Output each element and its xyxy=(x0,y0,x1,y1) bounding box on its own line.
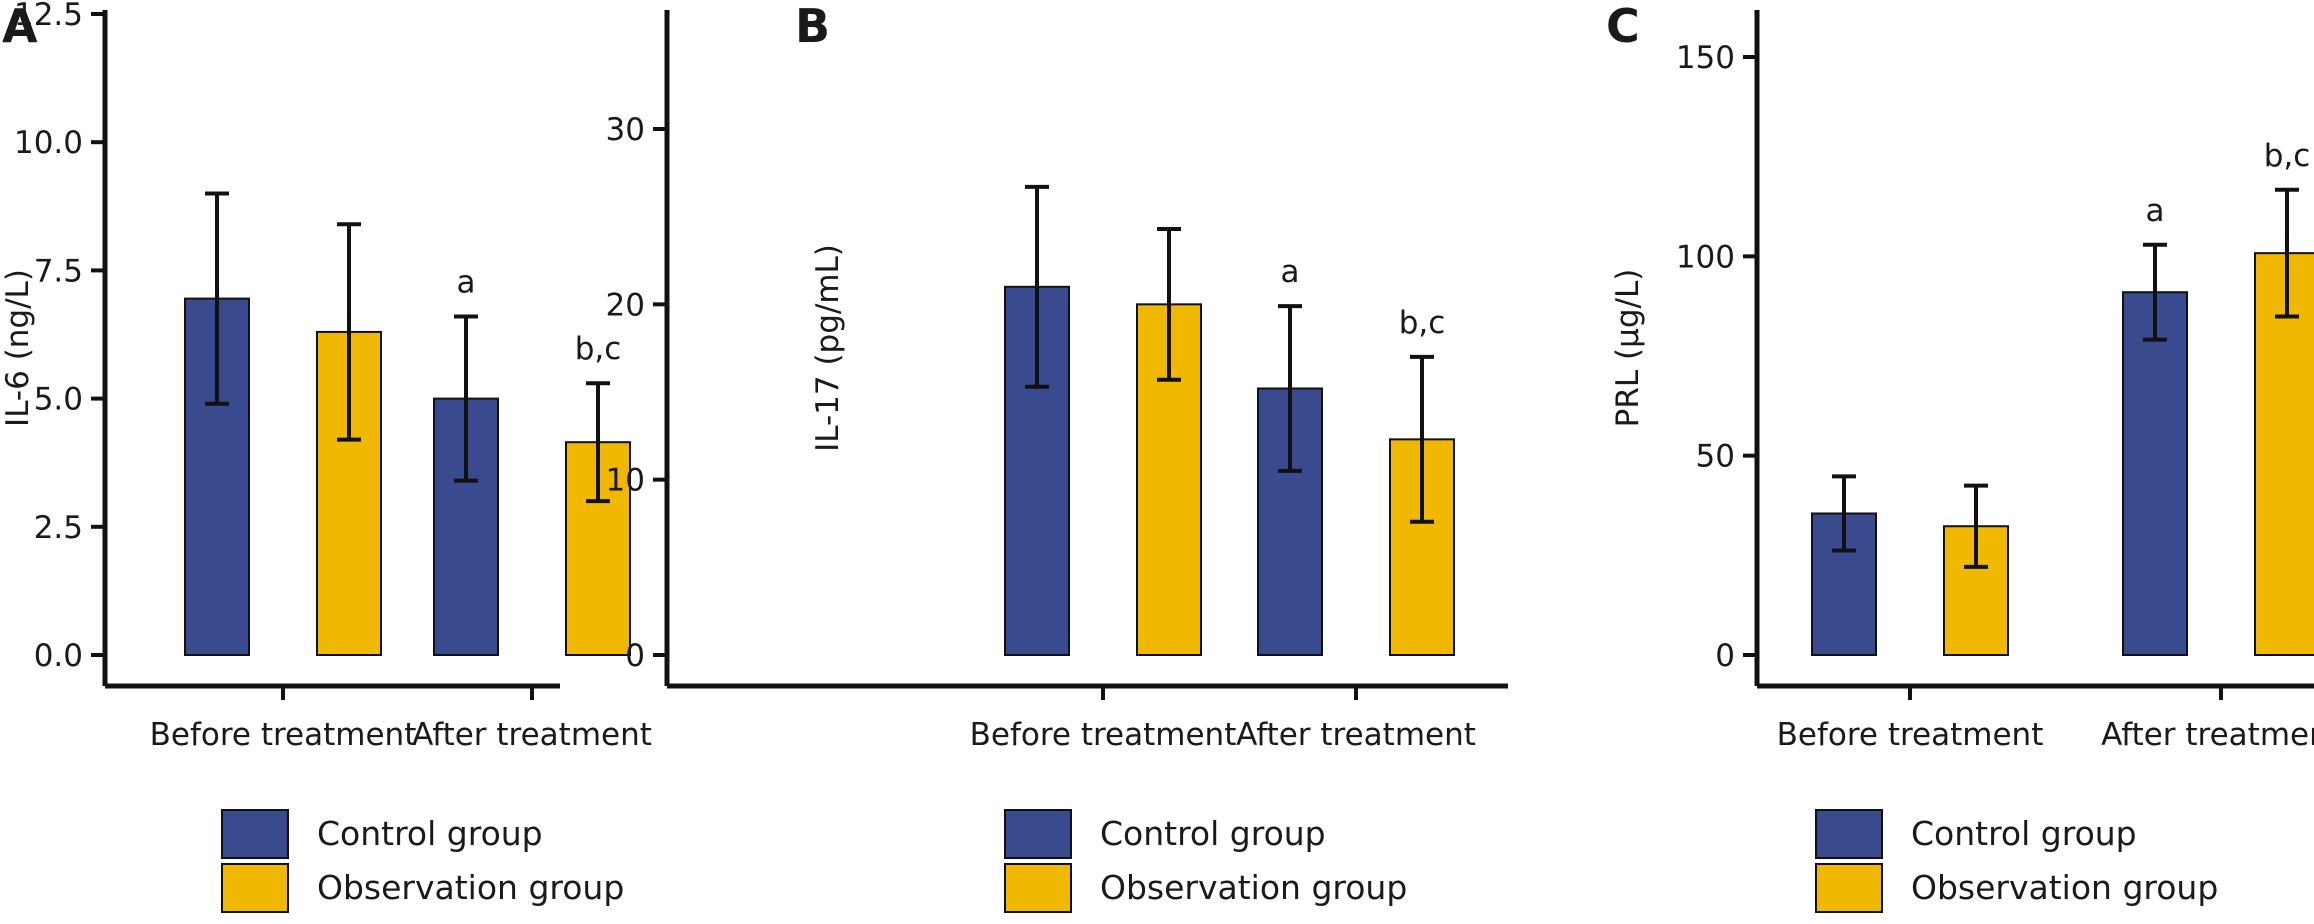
significance-label: b,c xyxy=(1399,305,1446,341)
y-tick-label: 0.0 xyxy=(34,638,83,674)
y-tick-label: 20 xyxy=(606,287,645,323)
y-tick-label: 5.0 xyxy=(34,382,83,418)
bar-observation xyxy=(1136,303,1202,656)
y-tick-label: 7.5 xyxy=(34,253,83,289)
significance-label: a xyxy=(1281,254,1300,290)
y-axis-title: PRL (µg/L) xyxy=(1610,269,1646,428)
x-tick-label: Before treatment xyxy=(970,717,1237,753)
bar-observation xyxy=(2254,252,2314,656)
y-tick-label: 10.0 xyxy=(14,125,83,161)
significance-label: a xyxy=(457,265,476,301)
significance-label: b,c xyxy=(2264,138,2311,174)
y-tick-label: 100 xyxy=(1676,239,1735,275)
y-tick-label: 12.5 xyxy=(14,0,83,33)
y-tick-label: 150 xyxy=(1676,40,1735,76)
legend-swatch-control xyxy=(1815,809,1883,859)
y-tick-label: 2.5 xyxy=(34,510,83,546)
legend-label-observation: Observation group xyxy=(1100,868,1407,907)
x-tick-label: Before treatment xyxy=(150,717,417,753)
x-tick-label: After treatment xyxy=(2101,717,2314,753)
y-tick-label: 0 xyxy=(1715,638,1735,674)
legend-swatch-control xyxy=(221,809,289,859)
legend-swatch-observation xyxy=(1004,863,1072,913)
bar-control xyxy=(2122,291,2188,656)
panel-letter: B xyxy=(795,0,830,53)
x-tick-label: After treatment xyxy=(1236,717,1476,753)
legend-label-control: Control group xyxy=(1911,814,2137,853)
panel-letter: C xyxy=(1606,0,1640,53)
y-tick-label: 10 xyxy=(606,463,645,499)
significance-label: a xyxy=(2146,193,2165,229)
y-axis-title: IL-6 (ng/L) xyxy=(0,269,36,427)
x-tick-label: Before treatment xyxy=(1777,717,2044,753)
panel-letter: A xyxy=(2,0,38,53)
legend-label-control: Control group xyxy=(1100,814,1326,853)
legend-label-observation: Observation group xyxy=(317,868,624,907)
y-axis-title: IL-17 (pg/mL) xyxy=(810,244,846,452)
legend-label-control: Control group xyxy=(317,814,543,853)
legend-label-observation: Observation group xyxy=(1911,868,2218,907)
x-tick-label: After treatment xyxy=(412,717,652,753)
y-tick-label: 50 xyxy=(1696,439,1735,475)
legend-swatch-observation xyxy=(1815,863,1883,913)
significance-label: b,c xyxy=(575,331,622,367)
legend-swatch-observation xyxy=(221,863,289,913)
y-tick-label: 0 xyxy=(625,638,645,674)
y-tick-label: 30 xyxy=(606,112,645,148)
legend-swatch-control xyxy=(1004,809,1072,859)
